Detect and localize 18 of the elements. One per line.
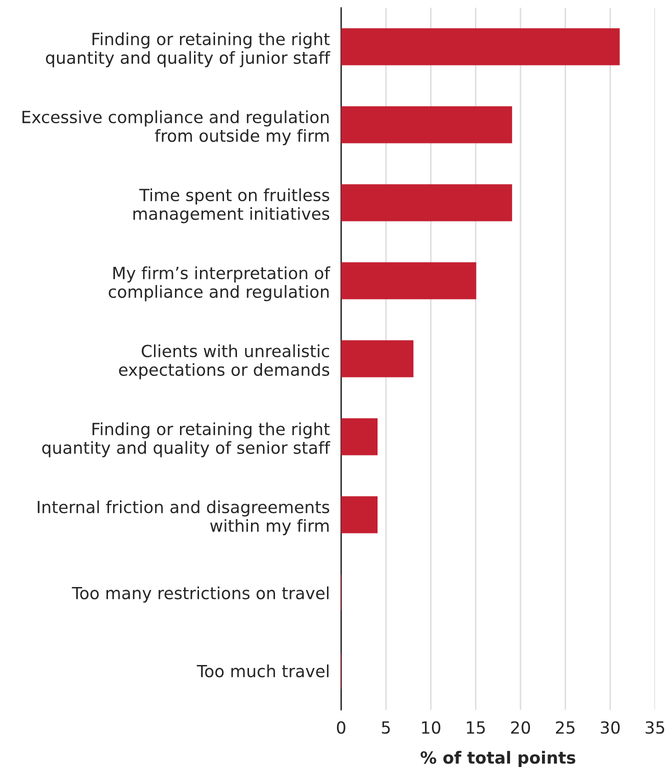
y-tick-label: Too much travel bbox=[196, 664, 328, 678]
x-axis-title: % of total points bbox=[420, 750, 576, 768]
x-tick-label: 20 bbox=[511, 721, 530, 734]
x-tick-label: 15 bbox=[466, 721, 485, 734]
y-tick-label: Clients with unrealistic expectations or demands bbox=[119, 344, 330, 380]
y-tick-label: My firm’s interpretation of compliance and regulation bbox=[108, 266, 330, 302]
y-tick-label: Finding or retaining the right quantity and quality of senior staff bbox=[42, 422, 330, 458]
y-tick-label: Excessive compliance and regulation from outside my firm bbox=[22, 110, 329, 146]
x-tick-label: 0 bbox=[336, 721, 346, 734]
x-tick-label: 35 bbox=[646, 721, 664, 734]
x-tick-label: 30 bbox=[600, 721, 620, 734]
y-tick-label: Internal friction and disagreements within my firm bbox=[38, 500, 330, 536]
y-tick-label: Finding or retaining the right quantity and quality of junior staff bbox=[46, 32, 330, 68]
x-tick-label: 5 bbox=[382, 721, 390, 734]
x-tick-label: 25 bbox=[556, 721, 574, 734]
x-tick-label: 10 bbox=[422, 721, 440, 734]
y-tick-label: Too many restrictions on travel bbox=[72, 586, 328, 603]
y-tick-label: Time spent on fruitless management initiatives bbox=[133, 188, 330, 224]
